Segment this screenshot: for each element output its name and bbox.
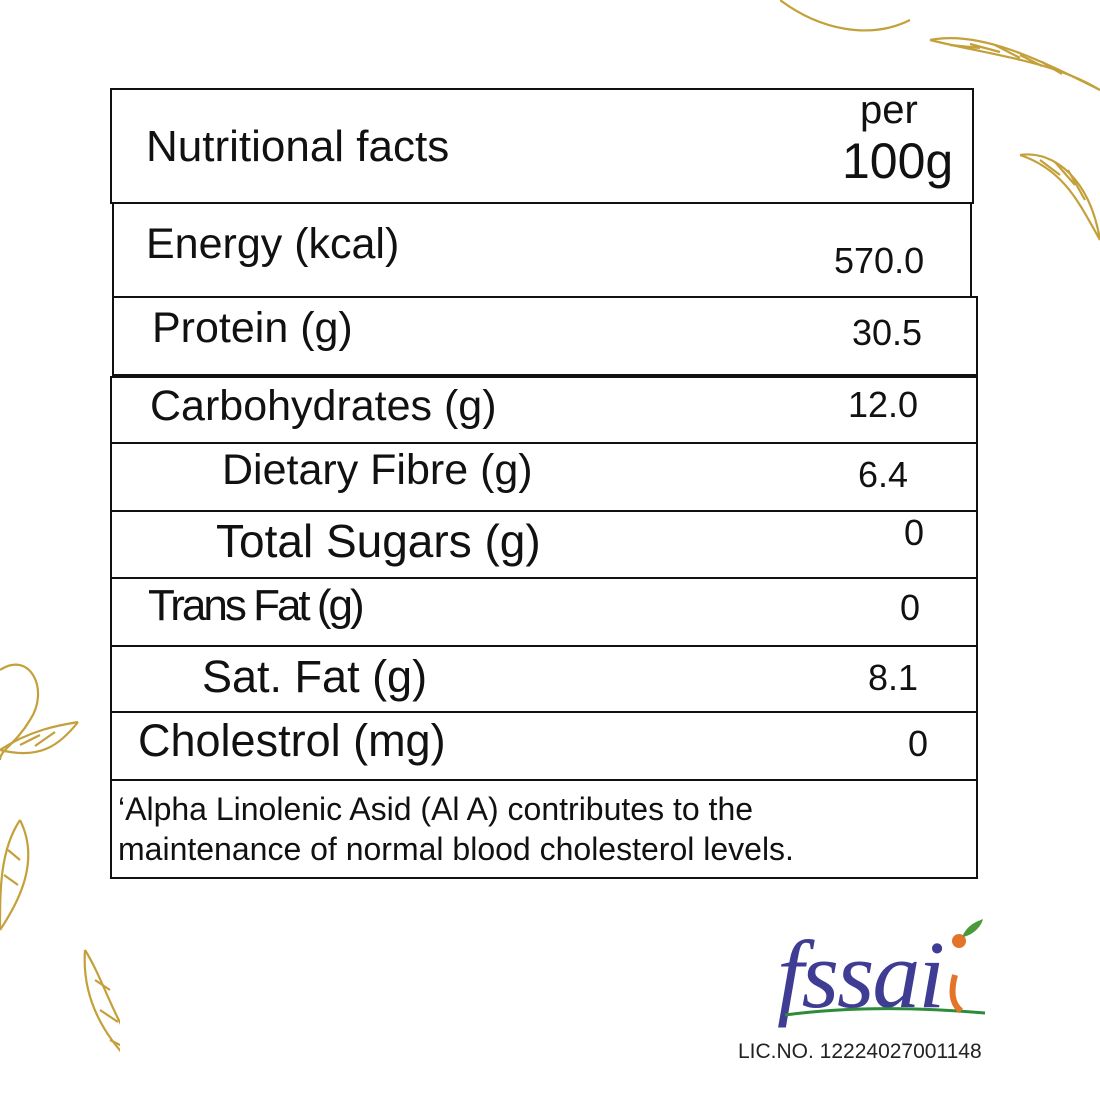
row-label: Cholestrol (mg) — [138, 715, 446, 766]
row-label: Carbohydrates (g) — [150, 382, 497, 430]
license-number: LIC.NO. 12224027001148 — [738, 1040, 982, 1063]
row-value: 570.0 — [834, 240, 925, 281]
row-label: Sat. Fat (g) — [202, 651, 428, 702]
row-label: Trans Fat (g) — [148, 581, 365, 630]
row-value: 0 — [900, 587, 921, 628]
fssai-leaf — [963, 919, 983, 937]
leaf-decoration-left — [0, 663, 120, 1052]
table-row: Cholestrol (mg) 0 — [110, 711, 978, 781]
row-value: 6.4 — [858, 454, 909, 495]
fssai-accent-stroke — [949, 974, 964, 1014]
fssai-dot — [952, 934, 966, 948]
row-label: Protein (g) — [152, 304, 353, 352]
table-row: Carbohydrates (g) 12.0 — [110, 376, 978, 444]
row-value: 8.1 — [868, 657, 919, 698]
header-per: per — [860, 88, 918, 132]
table-row: Protein (g) 30.5 — [112, 296, 978, 376]
table-row: Energy (kcal) 570.0 — [112, 202, 972, 298]
table-header: Nutritional facts per 100g — [110, 88, 974, 204]
table-row: Dietary Fibre (g) 6.4 — [110, 442, 978, 512]
leaf-decoration-top-right — [780, 0, 1100, 241]
fssai-logo: fssai — [777, 919, 986, 1028]
row-value: 30.5 — [852, 312, 923, 353]
header-unit: 100g — [842, 133, 954, 189]
header-label: Nutritional facts — [146, 122, 450, 171]
table-row: Total Sugars (g) 0 — [110, 510, 978, 580]
footnote-line2: maintenance of normal blood cholesterol … — [118, 831, 794, 867]
row-label: Total Sugars (g) — [216, 515, 541, 567]
table-row: Sat. Fat (g) 8.1 — [110, 645, 978, 713]
table-row: Trans Fat (g) 0 — [110, 577, 978, 647]
footnote-line1: ‘Alpha Linolenic Asid (Al A) contributes… — [118, 791, 754, 827]
row-label: Energy (kcal) — [146, 220, 400, 268]
row-label: Dietary Fibre (g) — [222, 446, 533, 494]
row-value: 0 — [908, 723, 929, 764]
row-value: 12.0 — [848, 384, 919, 425]
table-footnote: ‘Alpha Linolenic Asid (Al A) contributes… — [110, 779, 978, 879]
row-value: 0 — [904, 512, 925, 553]
